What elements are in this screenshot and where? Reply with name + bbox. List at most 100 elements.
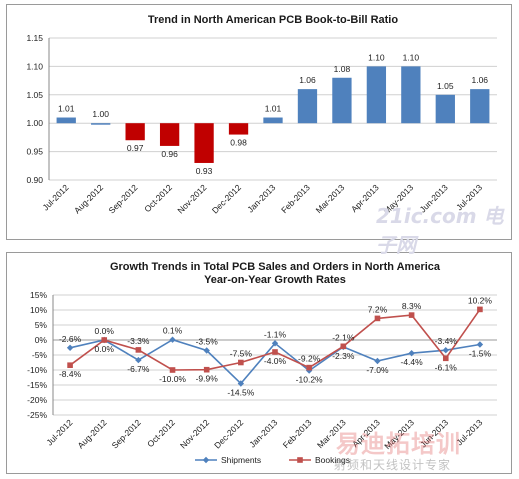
- chart2-data-label-shipments: 0.1%: [163, 326, 183, 336]
- chart1-ytick-label: 1.05: [26, 90, 43, 100]
- chart2-point-shipments: [476, 341, 484, 348]
- chart2-ytick-label: -5%: [32, 350, 48, 360]
- chart2-data-label-bookings: -2.1%: [332, 332, 355, 342]
- book-to-bill-chart: Trend in North American PCB Book-to-Bill…: [26, 14, 497, 216]
- chart2-point-shipments: [203, 347, 210, 354]
- chart2-point-bookings: [442, 355, 449, 362]
- chart2-data-label-shipments: -10.2%: [296, 375, 323, 385]
- legend-bookings-marker: [297, 457, 303, 463]
- chart1-data-label: 1.08: [334, 64, 351, 74]
- chart2-x-tick-label: Sep-2012: [110, 417, 143, 450]
- chart2-point-bookings: [272, 349, 278, 355]
- chart2-ytick-label: -25%: [27, 410, 47, 420]
- chart1-bar: [91, 123, 111, 125]
- chart2-data-label-bookings: -8.4%: [59, 369, 82, 379]
- book-to-bill-chart-panel: Trend in North American PCB Book-to-Bill…: [6, 4, 512, 240]
- chart1-bar: [332, 77, 352, 124]
- chart1-ytick-label: 0.95: [26, 147, 43, 157]
- chart2-title: Growth Trends in Total PCB Sales and Ord…: [110, 261, 441, 273]
- chart2-data-label-shipments: -1.5%: [469, 349, 492, 359]
- chart2-point-shipments: [374, 357, 381, 365]
- chart2-ytick-label: 15%: [30, 290, 47, 300]
- chart1-x-tick-label: Aug-2012: [72, 182, 105, 215]
- chart1-bar: [228, 123, 249, 135]
- chart2-data-label-shipments: -1.1%: [264, 329, 287, 339]
- chart1-data-label: 1.10: [368, 52, 385, 62]
- chart1-bar: [56, 117, 76, 124]
- chart2-data-label-bookings: 7.2%: [368, 304, 388, 314]
- chart2-x-tick-label: Nov-2012: [178, 417, 211, 450]
- chart2-data-label-bookings: -10.0%: [159, 374, 186, 384]
- chart2-data-label-shipments: -2.3%: [332, 351, 355, 361]
- watermark-21ic: 21ic.com 电子网: [376, 204, 504, 257]
- legend-shipments-marker: [202, 456, 210, 464]
- chart2-data-label-shipments: -4.4%: [401, 357, 424, 367]
- chart1-data-label: 1.01: [265, 104, 282, 114]
- chart1-bar: [366, 66, 387, 124]
- chart2-data-label-bookings: 10.2%: [468, 295, 493, 305]
- chart1-x-tick-label: Sep-2012: [106, 182, 139, 215]
- chart1-bar: [435, 94, 455, 124]
- chart2-ytick-label: 5%: [35, 320, 48, 330]
- chart1-data-label: 1.06: [299, 75, 316, 85]
- chart2-point-bookings: [238, 359, 244, 366]
- chart1-bar: [125, 123, 145, 141]
- chart2-point-bookings: [203, 366, 210, 373]
- chart2-data-label-shipments: -3.4%: [435, 336, 458, 346]
- chart2-data-label-bookings: -9.9%: [196, 374, 219, 384]
- chart2-point-shipments: [408, 350, 415, 357]
- chart1-bar: [401, 66, 421, 124]
- chart1-ytick-label: 0.90: [26, 175, 43, 185]
- chart1-x-tick-label: Feb-2013: [279, 182, 312, 215]
- chart1-data-label: 1.06: [471, 75, 488, 85]
- chart2-data-label-bookings: -4.0%: [264, 356, 287, 366]
- growth-trends-chart-panel: Growth Trends in Total PCB Sales and Ord…: [6, 252, 512, 474]
- chart1-data-label: 0.98: [230, 138, 247, 148]
- chart2-x-tick-label: Dec-2012: [212, 417, 245, 450]
- chart1-x-tick-label: Jan-2013: [245, 182, 277, 214]
- chart2-subtitle: Year-on-Year Growth Rates: [204, 274, 346, 286]
- chart2-ytick-label: -20%: [27, 395, 47, 405]
- chart2-point-shipments: [271, 340, 279, 347]
- chart2-point-shipments: [135, 356, 142, 364]
- chart2-data-label-bookings: -3.3%: [127, 336, 150, 346]
- chart2-point-bookings: [306, 364, 312, 371]
- chart1-bar: [194, 123, 214, 163]
- chart2-data-label-shipments: -7.0%: [366, 365, 389, 375]
- chart2-point-bookings: [374, 315, 381, 322]
- chart1-bar: [470, 89, 490, 124]
- chart2-ytick-label: -10%: [27, 365, 47, 375]
- chart2-point-shipments: [169, 336, 176, 343]
- chart1-data-label: 0.96: [161, 149, 178, 159]
- chart1-x-tick-label: Oct-2012: [142, 182, 174, 214]
- chart1-bar: [263, 117, 283, 124]
- chart1-ytick-label: 1.00: [26, 118, 43, 128]
- chart1-title: Trend in North American PCB Book-to-Bill…: [148, 14, 398, 26]
- chart1-data-label: 0.93: [196, 166, 213, 176]
- chart2-data-label-bookings: -7.5%: [230, 349, 253, 359]
- chart1-data-label: 0.97: [127, 143, 144, 153]
- chart2-data-label-bookings: 0.0%: [95, 344, 115, 354]
- chart2-data-label-shipments: -2.6%: [59, 334, 82, 344]
- chart2-x-tick-label: Jan-2013: [247, 417, 279, 449]
- chart1-data-label: 1.10: [403, 52, 420, 62]
- chart2-data-label-shipments: 0.0%: [95, 326, 115, 336]
- chart2-data-label-shipments: -14.5%: [227, 388, 254, 398]
- growth-trends-chart: Growth Trends in Total PCB Sales and Ord…: [27, 261, 497, 465]
- watermark-edatop: 易迪拓培训: [336, 431, 461, 458]
- chart2-x-tick-label: Jul-2012: [44, 417, 74, 447]
- chart1-x-tick-label: Jul-2012: [41, 182, 71, 212]
- chart2-point-bookings: [477, 306, 483, 313]
- chart2-data-label-shipments: -3.5%: [196, 337, 219, 347]
- chart2-point-shipments: [66, 344, 74, 351]
- chart2-ytick-label: 0%: [35, 335, 48, 345]
- chart1-data-label: 1.01: [58, 104, 75, 114]
- chart2-point-bookings: [408, 312, 415, 318]
- chart1-data-label: 1.00: [92, 109, 109, 119]
- legend-bookings-label: Bookings: [315, 455, 350, 465]
- chart1-x-tick-label: Nov-2012: [175, 182, 208, 215]
- chart2-point-bookings: [135, 347, 142, 353]
- chart2-ytick-label: -15%: [27, 380, 47, 390]
- chart1-ytick-label: 1.15: [26, 33, 43, 43]
- chart1-ytick-label: 1.10: [26, 61, 43, 71]
